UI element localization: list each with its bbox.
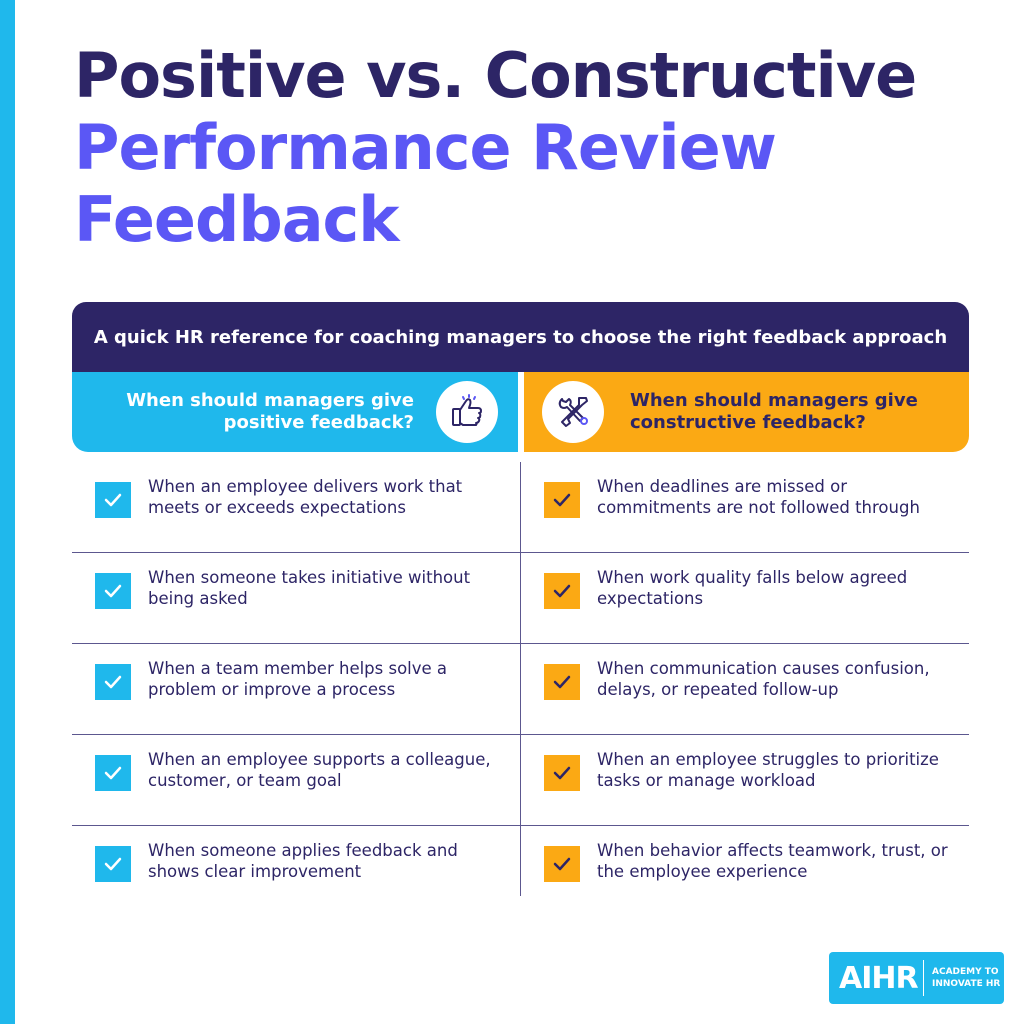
table-row: When someone takes initiative without be… — [72, 553, 969, 644]
table-row: When someone applies feedback and shows … — [72, 826, 969, 896]
logo-divider — [923, 960, 924, 996]
checkbox-icon — [544, 755, 580, 791]
checkbox-icon — [544, 482, 580, 518]
checkbox-icon — [95, 846, 131, 882]
table-row: When a team member helps solve a problem… — [72, 644, 969, 735]
checkbox-icon — [544, 573, 580, 609]
positive-item-text: When an employee delivers work that meet… — [148, 477, 463, 517]
title-line-3: Feedback — [74, 183, 400, 256]
constructive-header: When should managers give constructive f… — [524, 372, 969, 452]
constructive-item-text: When an employee struggles to prioritize… — [597, 750, 939, 790]
comparison-table: When an employee delivers work that meet… — [72, 462, 969, 896]
checkbox-icon — [95, 573, 131, 609]
tools-icon — [542, 381, 604, 443]
positive-item: When someone takes initiative without be… — [72, 553, 521, 643]
left-accent-bar — [0, 0, 15, 1024]
checkbox-icon — [544, 846, 580, 882]
title-line-2: Performance Review — [74, 111, 777, 184]
logo-tagline: ACADEMY TO INNOVATE HR — [932, 966, 1000, 990]
positive-item: When an employee delivers work that meet… — [72, 462, 521, 552]
aihr-logo: AIHR ACADEMY TO INNOVATE HR — [829, 952, 1004, 1004]
subtitle-banner: A quick HR reference for coaching manage… — [72, 302, 969, 372]
constructive-heading: When should managers give constructive f… — [630, 390, 918, 433]
positive-item: When someone applies feedback and shows … — [72, 826, 521, 896]
constructive-item-text: When behavior affects teamwork, trust, o… — [597, 841, 948, 881]
constructive-item: When an employee struggles to prioritize… — [521, 735, 969, 825]
positive-item: When a team member helps solve a problem… — [72, 644, 521, 734]
page-title: Positive vs. Constructive Performance Re… — [74, 40, 1004, 256]
positive-item-text: When someone applies feedback and shows … — [148, 841, 458, 881]
table-row: When an employee supports a colleague, c… — [72, 735, 969, 826]
banner-text: A quick HR reference for coaching manage… — [93, 326, 948, 348]
logo-tagline-line-1: ACADEMY TO — [932, 967, 999, 977]
thumbs-up-icon — [436, 381, 498, 443]
positive-header: When should managers give positive feedb… — [72, 372, 518, 452]
positive-item-text: When someone takes initiative without be… — [148, 568, 471, 608]
positive-item-text: When an employee supports a colleague, c… — [148, 750, 491, 790]
constructive-item-text: When deadlines are missed or commitments… — [597, 477, 920, 517]
positive-heading: When should managers give positive feedb… — [126, 390, 414, 433]
title-line-1: Positive vs. Constructive — [74, 39, 917, 112]
checkbox-icon — [95, 755, 131, 791]
constructive-item: When communication causes confusion, del… — [521, 644, 969, 734]
positive-item-text: When a team member helps solve a problem… — [148, 659, 448, 699]
constructive-item: When work quality falls below agreed exp… — [521, 553, 969, 643]
constructive-item-text: When work quality falls below agreed exp… — [597, 568, 908, 608]
constructive-item-text: When communication causes confusion, del… — [597, 659, 930, 699]
constructive-item: When deadlines are missed or commitments… — [521, 462, 969, 552]
logo-mark: AIHR — [839, 960, 919, 996]
logo-tagline-line-2: INNOVATE HR — [932, 979, 1001, 989]
checkbox-icon — [544, 664, 580, 700]
checkbox-icon — [95, 664, 131, 700]
constructive-item: When behavior affects teamwork, trust, o… — [521, 826, 969, 896]
table-row: When an employee delivers work that meet… — [72, 462, 969, 553]
checkbox-icon — [95, 482, 131, 518]
positive-item: When an employee supports a colleague, c… — [72, 735, 521, 825]
